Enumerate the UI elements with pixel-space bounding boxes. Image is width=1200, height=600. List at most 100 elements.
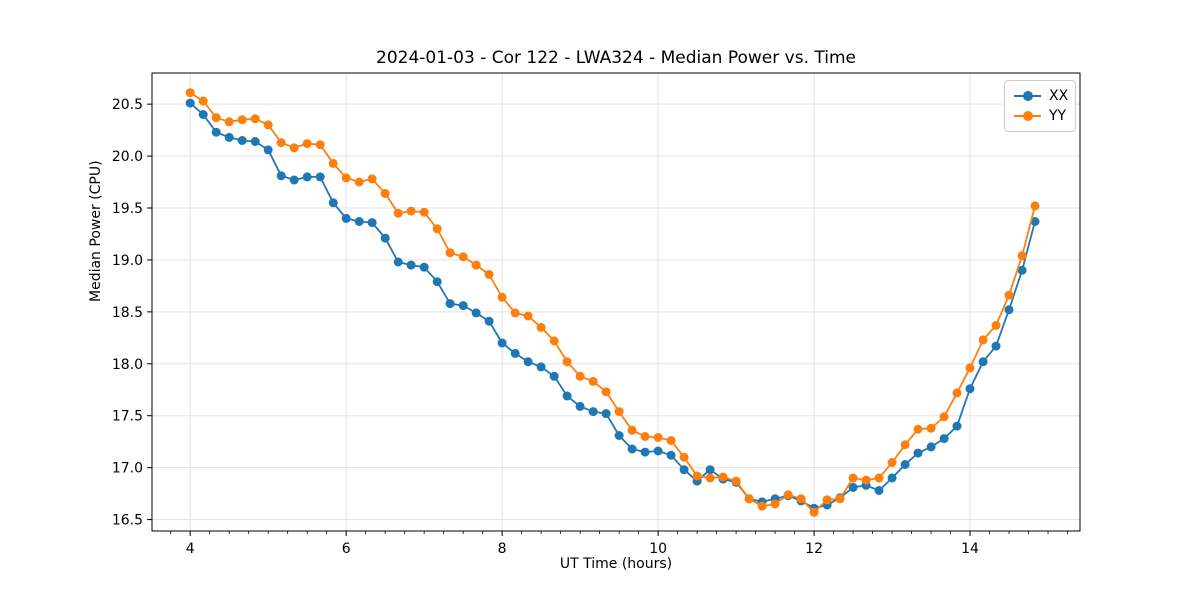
series-marker-xx: [562, 391, 572, 401]
legend-dot-yy: [1023, 111, 1033, 121]
y-tick-label: 18.0: [112, 357, 143, 373]
series-marker-xx: [640, 447, 650, 457]
series-marker-xx: [367, 218, 377, 228]
series-marker-xx: [328, 198, 338, 208]
series-marker-yy: [978, 335, 988, 345]
x-tick-label: 8: [498, 541, 507, 557]
series-marker-yy: [991, 320, 1001, 330]
series-marker-yy: [900, 440, 910, 450]
series-marker-yy: [1017, 251, 1027, 261]
series-marker-yy: [861, 475, 871, 485]
series-marker-yy: [952, 388, 962, 398]
series-marker-yy: [913, 424, 923, 434]
x-tick-label: 6: [342, 541, 351, 557]
series-marker-xx: [614, 431, 624, 440]
plot-border: [151, 72, 1081, 532]
series-marker-xx: [198, 110, 208, 119]
series-marker-yy: [744, 494, 754, 504]
legend-dot-xx: [1023, 91, 1033, 101]
series-marker-xx: [536, 362, 546, 372]
series-marker-yy: [211, 113, 221, 123]
series-marker-xx: [523, 357, 533, 367]
series-marker-xx: [510, 348, 520, 358]
series-marker-yy: [887, 458, 897, 467]
series-marker-yy: [289, 143, 299, 153]
series-marker-xx: [679, 465, 689, 475]
series-marker-yy: [419, 207, 429, 217]
series-marker-xx: [575, 401, 585, 411]
series-marker-yy: [302, 139, 312, 149]
series-marker-xx: [653, 446, 663, 456]
series-marker-yy: [549, 336, 559, 346]
series-marker-xx: [432, 277, 442, 287]
series-marker-xx: [887, 473, 897, 483]
series-marker-yy: [796, 494, 806, 504]
legend-item-yy: YY: [1014, 106, 1066, 126]
series-marker-xx: [211, 127, 221, 137]
y-tick-label: 20.0: [112, 149, 143, 165]
series-marker-yy: [692, 471, 702, 481]
series-marker-xx: [913, 448, 923, 458]
series-marker-xx: [874, 486, 884, 495]
series-marker-xx: [926, 442, 936, 452]
series-marker-yy: [679, 452, 689, 462]
series-marker-yy: [341, 173, 351, 183]
series-marker-xx: [263, 145, 273, 155]
series-marker-yy: [536, 322, 546, 332]
series-marker-yy: [874, 473, 884, 483]
legend-marker-yy-icon: [1014, 111, 1041, 121]
legend-label-yy: YY: [1049, 108, 1067, 124]
x-axis-label: UT Time (hours): [559, 556, 673, 572]
series-marker-xx: [978, 357, 988, 367]
series-marker-xx: [380, 233, 390, 243]
legend-marker-xx-icon: [1014, 91, 1041, 101]
series-marker-yy: [367, 174, 377, 184]
series-marker-yy: [770, 499, 780, 509]
series-marker-xx: [302, 172, 312, 182]
series-marker-xx: [185, 98, 195, 108]
x-tick-label: 14: [961, 541, 979, 557]
y-tick-label: 18.5: [112, 305, 143, 321]
legend-item-xx: XX: [1014, 86, 1069, 106]
series-marker-yy: [523, 311, 533, 321]
series-marker-yy: [627, 425, 637, 435]
series-marker-yy: [250, 114, 260, 124]
series-marker-xx: [900, 460, 910, 469]
series-marker-yy: [185, 88, 195, 98]
series-marker-xx: [991, 341, 1001, 351]
series-marker-xx: [939, 434, 949, 444]
series-marker-xx: [497, 338, 507, 348]
series-marker-yy: [315, 140, 325, 150]
series-marker-yy: [263, 120, 273, 130]
series-marker-xx: [1004, 305, 1014, 315]
series-marker-xx: [549, 371, 559, 381]
series-marker-xx: [601, 409, 611, 419]
series-marker-yy: [718, 472, 728, 482]
series-marker-xx: [458, 301, 468, 311]
series-marker-xx: [354, 217, 364, 226]
legend-label-xx: XX: [1049, 88, 1069, 104]
series-marker-yy: [458, 252, 468, 262]
series-marker-yy: [822, 495, 832, 505]
series-marker-yy: [1030, 201, 1040, 211]
series-marker-yy: [601, 387, 611, 397]
series-marker-yy: [406, 206, 416, 216]
series-marker-yy: [198, 96, 208, 106]
series-marker-xx: [627, 444, 637, 454]
y-tick-label: 19.5: [112, 201, 143, 217]
series-marker-xx: [445, 299, 455, 309]
series-marker-yy: [1004, 290, 1014, 300]
chart-title: 2024-01-03 - Cor 122 - LWA324 - Median P…: [376, 48, 856, 68]
series-marker-xx: [484, 316, 494, 326]
series-marker-yy: [757, 501, 767, 511]
series-marker-yy: [848, 473, 858, 483]
y-tick-label: 19.0: [112, 253, 143, 269]
series-marker-xx: [237, 136, 247, 145]
series-marker-xx: [705, 465, 715, 475]
series-marker-xx: [315, 172, 325, 182]
series-marker-yy: [328, 158, 338, 168]
series-marker-yy: [653, 433, 663, 442]
series-marker-yy: [666, 436, 676, 446]
